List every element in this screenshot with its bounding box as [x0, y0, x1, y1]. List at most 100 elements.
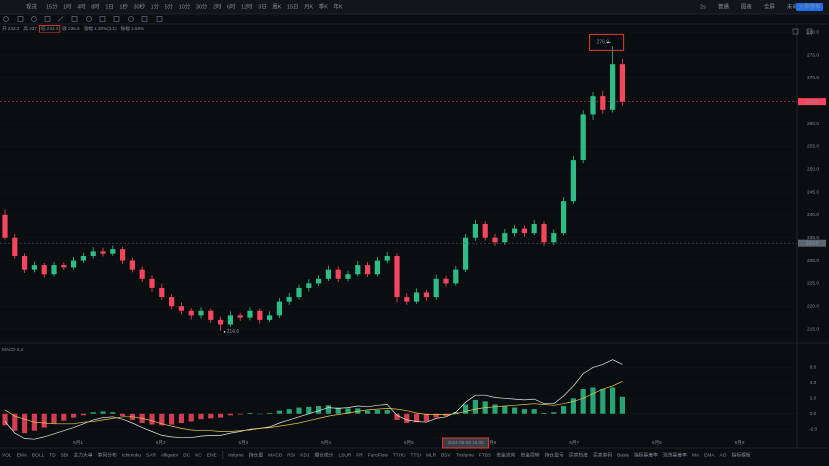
indicator-tab[interactable]: AO: [720, 452, 727, 458]
tool-icon[interactable]: [128, 16, 134, 22]
timeframe-tab[interactable]: 3日: [258, 3, 267, 10]
indicator-tab[interactable]: VOL: [2, 452, 12, 458]
indicator-tab[interactable]: KDJ: [300, 452, 310, 458]
indicator-tab[interactable]: KC: [195, 452, 202, 458]
indicator-tab[interactable]: Ichimoku: [122, 452, 142, 458]
tool-icon[interactable]: [17, 16, 24, 22]
x-tick-label: 5月1: [73, 440, 83, 446]
tool-icon[interactable]: [792, 28, 799, 35]
timeframe-tab[interactable]: 8时: [91, 2, 100, 10]
timeframe-tab[interactable]: 15分: [46, 2, 58, 10]
indicator-tab[interactable]: MACD: [268, 452, 283, 458]
primary-button-label[interactable]: 大神带单: [798, 2, 821, 10]
timeframe-tab[interactable]: 10分: [179, 2, 191, 10]
indicator-tab[interactable]: DC: [183, 452, 190, 458]
indicator-tab[interactable]: SBI: [61, 452, 69, 458]
timeframe-tab[interactable]: 30秒: [133, 2, 145, 10]
tool-icon[interactable]: [86, 16, 92, 22]
indicator-tab[interactable]: BOLL: [32, 452, 45, 458]
indicator-tab[interactable]: 资金流向: [496, 451, 515, 458]
indicator-tab[interactable]: Alligator: [161, 452, 179, 458]
timeframe-tab[interactable]: 周K: [272, 3, 282, 10]
tool-icon[interactable]: [57, 16, 64, 22]
toolbar-item[interactable]: 全屏: [764, 2, 776, 10]
indicator-tab[interactable]: 指标模板: [731, 451, 750, 458]
indicator-tab[interactable]: RSI: [287, 452, 295, 458]
indicator-tab[interactable]: Basis: [617, 452, 629, 458]
macd-bar: [218, 413, 224, 418]
timeframe-tab[interactable]: 年K: [333, 2, 343, 10]
indicator-tab[interactable]: FTBS: [479, 452, 491, 458]
primary-button[interactable]: [796, 3, 823, 11]
timeframe-tab[interactable]: 季K: [319, 2, 329, 10]
timeframe-tab[interactable]: 1日: [105, 3, 114, 10]
indicator-tab[interactable]: TD: [49, 452, 56, 458]
indicator-tab[interactable]: 持仓量: [249, 451, 264, 458]
macd-bar: [414, 413, 420, 423]
indicator-tab[interactable]: TTHU: [393, 452, 406, 458]
symbol-select[interactable]: 现货: [26, 2, 38, 10]
indicator-tab[interactable]: ENE: [207, 452, 217, 458]
indicator-tab[interactable]: SAR: [146, 452, 156, 458]
timeframe-tab[interactable]: 5分: [165, 2, 174, 10]
indicator-tab[interactable]: 指标基差率: [634, 451, 658, 458]
timeframe-tab[interactable]: 月K: [304, 3, 314, 10]
indicator-tab[interactable]: BSV: [441, 452, 451, 458]
indicator-tab[interactable]: 筹码分布: [98, 451, 117, 458]
indicator-tab[interactable]: 现货基差率: [663, 451, 687, 458]
tool-icon[interactable]: [806, 28, 813, 35]
tool-icon[interactable]: [71, 16, 78, 22]
indicator-tab[interactable]: 资金周转: [520, 451, 539, 458]
tool-icon[interactable]: [31, 16, 37, 22]
indicator-tab[interactable]: TTSI: [411, 452, 421, 458]
macd-bar: [453, 412, 459, 414]
toolbar-item[interactable]: 普通: [718, 2, 730, 10]
candle-body: [110, 249, 116, 254]
timeframe-tab[interactable]: 1分: [151, 2, 160, 10]
timeframe-tab[interactable]: 2时: [213, 2, 222, 10]
indicator-tab[interactable]: EMA: [704, 452, 715, 458]
indicator-tab[interactable]: MA: [692, 452, 700, 458]
candle-body: [149, 278, 155, 288]
macd-bar: [276, 410, 282, 414]
macd-bar: [561, 406, 567, 414]
timeframe-tab[interactable]: 15日: [287, 3, 299, 10]
indicator-tab[interactable]: Volume: [228, 452, 244, 458]
indicator-tab[interactable]: MLR: [426, 452, 437, 458]
indicator-tab[interactable]: EMA: [17, 452, 28, 458]
timeframe-tab[interactable]: 1时: [63, 2, 72, 10]
y-tick-label: 230.0: [807, 258, 819, 264]
timeframe-tab[interactable]: 12时: [241, 2, 253, 10]
tool-icon[interactable]: [113, 16, 120, 22]
toolbar-item[interactable]: 未命名: [787, 2, 804, 10]
candle-body: [178, 306, 184, 311]
candle-body: [551, 233, 557, 243]
timeframe-tab[interactable]: 6时: [227, 2, 236, 10]
indicator-tab[interactable]: 持仓盈亏: [545, 451, 564, 458]
timeframe-tab[interactable]: 1秒: [119, 2, 128, 10]
indicator-tab[interactable]: 买卖筹码: [593, 451, 612, 458]
macd-title: MACD 2,4: [2, 347, 24, 352]
tool-icon[interactable]: [99, 16, 106, 22]
x-tick-label: 5月6: [487, 440, 497, 446]
tool-icon[interactable]: [141, 16, 148, 22]
y-tick-label: 245.0: [807, 189, 819, 195]
y-tick-label: 0.0: [810, 411, 817, 417]
macd-bar: [433, 413, 439, 418]
tool-icon[interactable]: [44, 16, 51, 22]
tool-icon[interactable]: [3, 16, 9, 22]
indicator-tab[interactable]: LSUR: [339, 452, 352, 458]
indicator-tab[interactable]: Trixlume: [456, 452, 475, 458]
tool-icon[interactable]: [156, 16, 163, 22]
timeframe-tab[interactable]: 30分: [196, 2, 208, 10]
indicator-tab[interactable]: 爆仓统计: [314, 451, 333, 458]
toolbar-item[interactable]: 图表: [741, 2, 753, 10]
indicator-tab[interactable]: 主力大单: [73, 451, 92, 458]
candle-body: [159, 287, 165, 298]
timeframe-tab[interactable]: 4时: [77, 2, 86, 10]
indicator-tab[interactable]: FuroFlow: [368, 452, 389, 458]
indicator-tab[interactable]: FR: [356, 452, 363, 458]
candle-body: [521, 228, 527, 234]
indicator-tab[interactable]: 买卖热度: [569, 451, 588, 458]
toolbar-item[interactable]: 2s: [700, 4, 706, 10]
